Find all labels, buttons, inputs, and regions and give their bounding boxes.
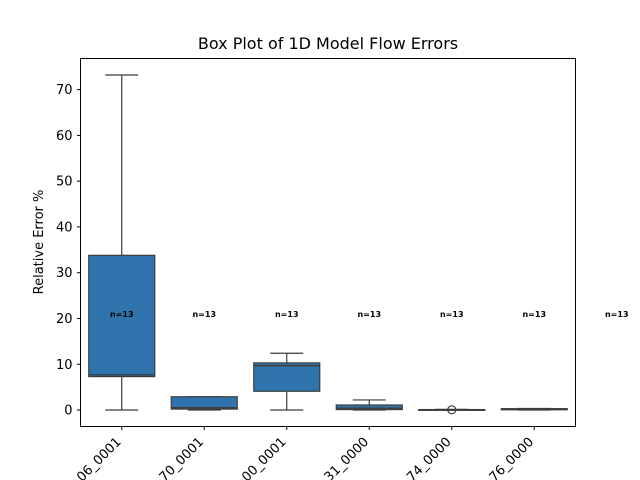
y-tick-label-1: 10 bbox=[56, 358, 73, 373]
sample-count-label-2: n=13 bbox=[275, 310, 299, 319]
sample-count-label-3: n=13 bbox=[357, 310, 381, 319]
y-tick-label-2: 20 bbox=[56, 312, 73, 327]
chart-title: Box Plot of 1D Model Flow Errors bbox=[198, 34, 458, 53]
flier-4-0 bbox=[447, 405, 457, 415]
sample-count-label-5: n=13 bbox=[522, 310, 546, 319]
box-0 bbox=[88, 254, 156, 378]
y-tick-label-3: 30 bbox=[56, 266, 73, 281]
y-axis-label: Relative Error % bbox=[32, 190, 47, 295]
sample-count-label-1: n=13 bbox=[192, 310, 216, 319]
box-1 bbox=[170, 396, 238, 410]
y-tick-label-5: 50 bbox=[56, 175, 73, 190]
box-3 bbox=[335, 404, 403, 411]
plot-frame bbox=[80, 58, 576, 427]
sample-count-label-6: n=13 bbox=[605, 310, 629, 319]
sample-count-label-4: n=13 bbox=[440, 310, 464, 319]
box-2 bbox=[253, 362, 321, 392]
y-tick-label-6: 60 bbox=[56, 129, 73, 144]
sample-count-label-0: n=13 bbox=[110, 310, 134, 319]
y-tick-label-7: 70 bbox=[56, 83, 73, 98]
y-tick-label-0: 0 bbox=[64, 404, 72, 419]
y-tick-label-4: 40 bbox=[56, 220, 73, 235]
